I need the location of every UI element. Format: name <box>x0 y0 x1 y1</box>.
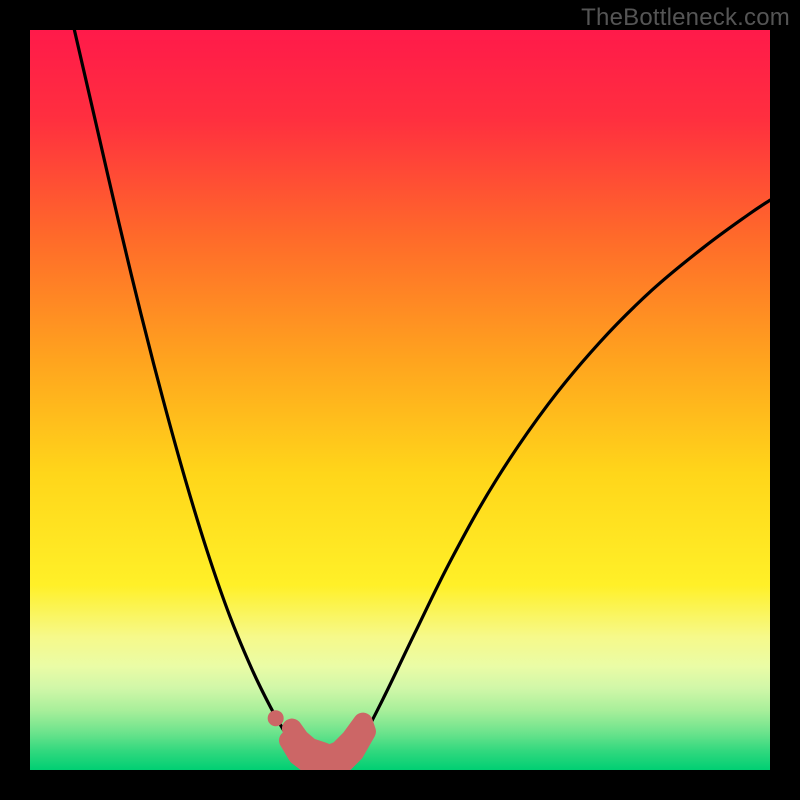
plot-area <box>30 30 770 770</box>
watermark-text: TheBottleneck.com <box>581 4 790 32</box>
gradient-background <box>30 30 770 770</box>
marker-dot <box>268 710 284 726</box>
plot-svg <box>30 30 770 770</box>
chart-container: TheBottleneck.com <box>0 0 800 800</box>
